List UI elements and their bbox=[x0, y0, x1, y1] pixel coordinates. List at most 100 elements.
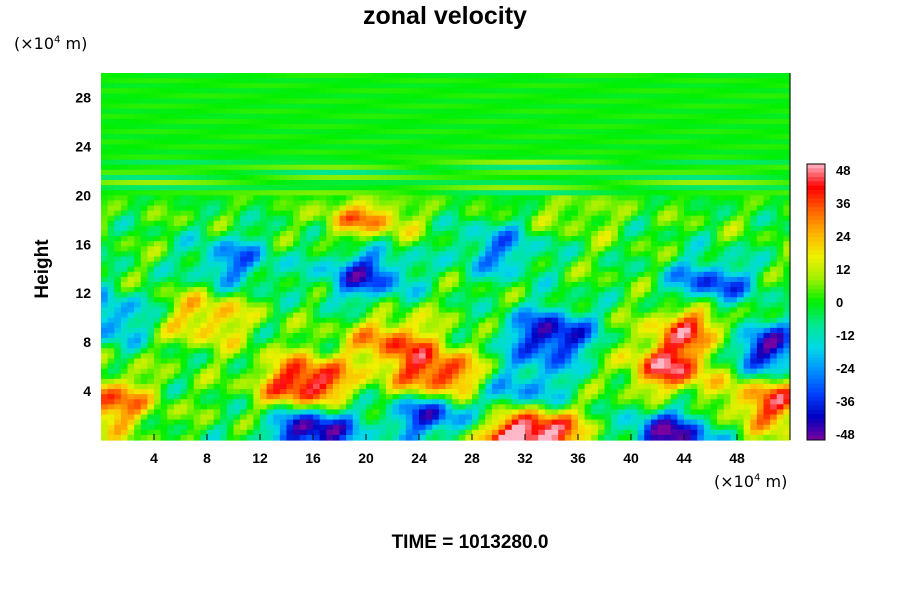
heatmap-cell bbox=[730, 169, 738, 176]
heatmap-cell bbox=[445, 98, 453, 105]
heatmap-cell bbox=[452, 169, 460, 176]
heatmap-cell bbox=[750, 271, 758, 278]
heatmap-cell bbox=[107, 98, 115, 105]
heatmap-cell bbox=[472, 205, 480, 212]
heatmap-cell bbox=[220, 256, 228, 263]
heatmap-cell bbox=[597, 225, 606, 232]
heatmap-cell bbox=[405, 287, 413, 293]
heatmap-cell bbox=[127, 220, 135, 227]
heatmap-cell bbox=[279, 154, 288, 161]
heatmap-cell bbox=[366, 246, 374, 253]
heatmap-cell bbox=[783, 276, 791, 283]
heatmap-cell bbox=[551, 287, 559, 293]
heatmap-cell bbox=[690, 271, 698, 278]
heatmap-cell bbox=[737, 73, 745, 79]
heatmap-cell bbox=[399, 281, 407, 288]
heatmap-cell bbox=[611, 118, 619, 125]
heatmap-cell bbox=[233, 287, 241, 293]
heatmap-cell bbox=[419, 123, 427, 130]
heatmap-cell bbox=[710, 215, 718, 222]
heatmap-cell bbox=[319, 302, 327, 309]
heatmap-cell bbox=[180, 271, 188, 278]
heatmap-cell bbox=[664, 312, 672, 319]
heatmap-cell bbox=[372, 307, 380, 314]
heatmap-cell bbox=[240, 281, 248, 288]
heatmap-cell bbox=[220, 129, 228, 135]
heatmap-cell bbox=[770, 78, 778, 84]
heatmap-cell bbox=[465, 169, 473, 176]
heatmap-cell bbox=[597, 73, 606, 79]
heatmap-cell bbox=[332, 98, 341, 105]
heatmap-cell bbox=[246, 236, 254, 242]
heatmap-cell bbox=[591, 73, 599, 79]
heatmap-cell bbox=[286, 225, 294, 232]
heatmap-cell bbox=[213, 185, 221, 191]
heatmap-cell bbox=[313, 220, 321, 227]
heatmap-cell bbox=[419, 210, 427, 217]
heatmap-cell bbox=[273, 236, 281, 242]
heatmap-cell bbox=[677, 103, 685, 110]
heatmap-cell bbox=[717, 93, 725, 100]
heatmap-cell bbox=[750, 246, 758, 253]
heatmap-cell bbox=[531, 159, 539, 166]
heatmap-cell bbox=[584, 159, 592, 166]
heatmap-cell bbox=[723, 287, 731, 293]
heatmap-cell bbox=[465, 195, 473, 202]
heatmap-cell bbox=[187, 256, 195, 263]
heatmap-cell bbox=[538, 113, 546, 120]
heatmap-cell bbox=[730, 225, 738, 232]
heatmap-cell bbox=[240, 195, 248, 202]
heatmap-cell bbox=[531, 83, 539, 89]
heatmap-cell bbox=[385, 266, 394, 273]
heatmap-cell bbox=[140, 241, 148, 247]
heatmap-cell bbox=[438, 225, 447, 232]
heatmap-cell bbox=[525, 78, 533, 84]
heatmap-cell bbox=[273, 103, 281, 110]
heatmap-cell bbox=[313, 287, 321, 293]
heatmap-cell bbox=[220, 103, 228, 110]
heatmap-cell bbox=[624, 144, 632, 151]
heatmap-cell bbox=[207, 103, 215, 110]
heatmap-cell bbox=[412, 154, 420, 161]
heatmap-cell bbox=[432, 256, 440, 263]
heatmap-cell bbox=[438, 159, 447, 166]
heatmap-cell bbox=[670, 210, 678, 217]
heatmap-cell bbox=[783, 261, 791, 268]
heatmap-cell bbox=[478, 98, 486, 105]
heatmap-cell bbox=[101, 215, 109, 222]
heatmap-cell bbox=[452, 103, 460, 110]
heatmap-cell bbox=[319, 231, 327, 237]
heatmap-cell bbox=[723, 251, 731, 258]
heatmap-cell bbox=[160, 246, 168, 253]
heatmap-cell bbox=[352, 215, 360, 222]
heatmap-cell bbox=[167, 169, 175, 176]
heatmap-cell bbox=[379, 118, 387, 125]
heatmap-cell bbox=[405, 83, 413, 89]
heatmap-cell bbox=[710, 287, 718, 293]
heatmap-cell bbox=[213, 149, 221, 156]
heatmap-cell bbox=[233, 164, 241, 171]
heatmap-cell bbox=[743, 134, 751, 140]
heatmap-cell bbox=[458, 210, 466, 217]
heatmap-cell bbox=[770, 241, 778, 247]
heatmap-cell bbox=[339, 180, 347, 186]
heatmap-cell bbox=[458, 205, 466, 212]
heatmap-cell bbox=[624, 205, 632, 212]
heatmap-cell bbox=[710, 251, 718, 258]
heatmap-cell bbox=[730, 215, 738, 222]
heatmap-cell bbox=[657, 154, 665, 161]
heatmap-cell bbox=[584, 98, 592, 105]
heatmap-cell bbox=[551, 261, 559, 268]
heatmap-cell bbox=[299, 195, 307, 202]
heatmap-cell bbox=[478, 276, 486, 283]
heatmap-cell bbox=[750, 302, 758, 309]
heatmap-cell bbox=[392, 241, 400, 247]
heatmap-cell bbox=[114, 297, 122, 303]
heatmap-cell bbox=[783, 312, 791, 319]
heatmap-cell bbox=[750, 241, 758, 247]
heatmap-cell bbox=[120, 312, 129, 319]
heatmap-cell bbox=[379, 190, 387, 196]
heatmap-cell bbox=[425, 83, 433, 89]
heatmap-cell bbox=[498, 159, 506, 166]
heatmap-cell bbox=[207, 93, 215, 100]
